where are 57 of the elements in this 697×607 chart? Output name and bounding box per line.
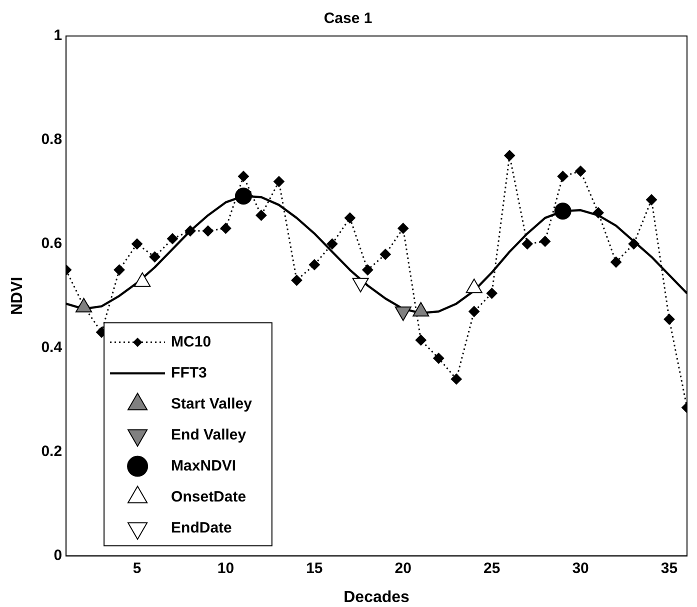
y-tick-label: 0.6 [41,235,62,252]
point [220,222,232,234]
x-tick-label: 15 [306,560,323,577]
x-tick-label: 35 [660,560,678,577]
point [575,166,586,177]
y-tick-label: 0.2 [41,442,62,460]
point [468,306,480,317]
point [132,238,143,250]
y-tick-label: 0.4 [41,339,63,356]
point [256,210,267,221]
point [234,188,252,205]
y-axis-title: NDVI [9,276,26,316]
point [291,274,302,286]
legend-label: MC10 [171,333,212,350]
point [149,251,160,262]
point [184,225,196,236]
x-axis-title: Decades [344,588,410,606]
point [114,264,125,276]
legend-label: FFT3 [171,364,207,382]
point [628,238,640,250]
point [433,352,444,364]
point [238,170,249,182]
legend-label: End Valley [171,426,247,444]
point [557,170,568,182]
legend-label: Start Valley [171,395,253,412]
point [273,176,284,188]
x-tick-label: 25 [484,560,500,577]
y-tick-label: 1 [54,27,62,44]
point [398,222,409,234]
legend-label: EndDate [171,519,232,536]
x-tick-label: 5 [132,560,142,577]
point [167,233,178,244]
point [554,202,572,220]
chart-title: Case 1 [324,10,372,28]
point [646,194,658,206]
y-tick-label: 0 [54,546,62,564]
point [522,238,533,250]
point [344,212,356,224]
point [610,256,622,268]
legend-label: MaxNDVI [171,457,236,474]
legend-label: OnsetDate [171,488,246,506]
point [326,238,338,250]
x-tick-label: 10 [217,560,234,577]
x-tick-label: 30 [572,560,589,577]
point [504,150,516,162]
x-tick-label: 20 [394,560,412,577]
point [308,259,320,270]
point [486,288,498,299]
point [450,374,462,385]
y-tick-label: 0.8 [41,131,62,148]
point [540,236,551,247]
point [202,225,214,236]
point [592,207,604,218]
point [415,334,426,346]
point [664,314,675,325]
point [362,264,374,276]
point [380,248,391,260]
